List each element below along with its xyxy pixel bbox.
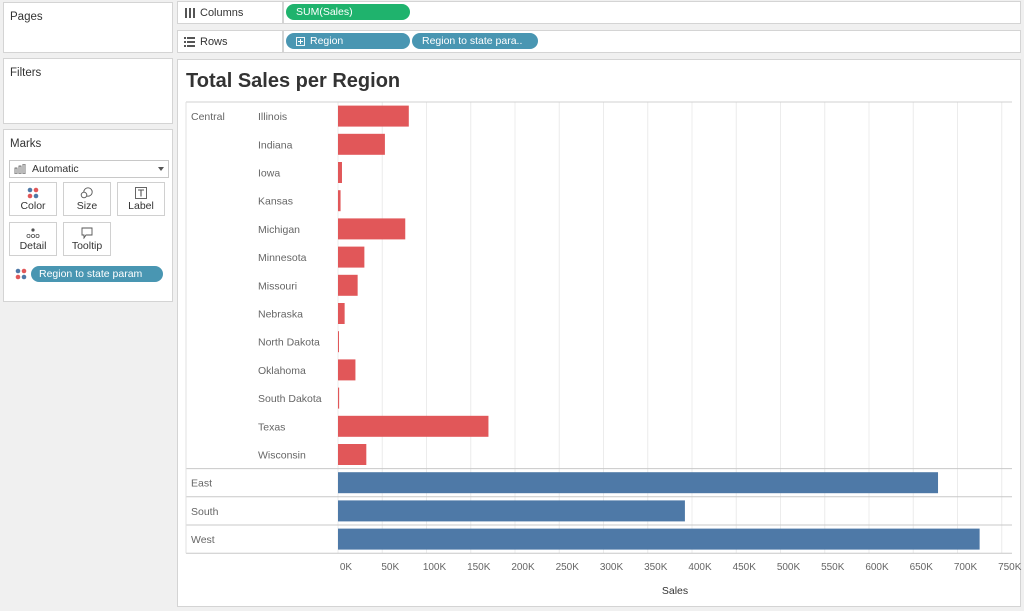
axis-tick-label: 700K <box>954 562 978 573</box>
state-label: Michigan <box>258 224 300 236</box>
axis-tick-label: 650K <box>910 562 934 573</box>
state-label: Nebraska <box>258 309 303 321</box>
bar[interactable] <box>338 190 341 212</box>
chevron-down-icon <box>158 167 164 171</box>
color-encoding-icon <box>15 268 27 280</box>
tooltip-icon <box>81 227 93 239</box>
detail-icon <box>26 228 40 239</box>
axis-tick-label: 100K <box>423 562 447 573</box>
bar[interactable] <box>338 331 339 353</box>
axis-tick-label: 550K <box>821 562 845 573</box>
columns-shelf-header: Columns <box>177 1 283 24</box>
bar[interactable] <box>338 218 406 240</box>
x-axis-title: Sales <box>662 585 688 597</box>
state-label: North Dakota <box>258 337 320 349</box>
rows-label: Rows <box>200 36 228 48</box>
axis-tick-label: 350K <box>644 562 668 573</box>
region-pill-label: Region <box>310 35 344 47</box>
mark-type-value: Automatic <box>32 163 79 175</box>
bar[interactable] <box>338 246 365 268</box>
axis-tick-label: 0K <box>340 562 353 573</box>
bar[interactable] <box>338 162 342 183</box>
axis-tick-label: 600K <box>865 562 889 573</box>
axis-tick-label: 400K <box>688 562 712 573</box>
sum-sales-pill[interactable]: SUM(Sales) <box>286 4 410 20</box>
mark-type-dropdown[interactable]: Automatic <box>9 160 169 178</box>
bar-chart-icon <box>14 164 26 174</box>
region-to-state-pill[interactable]: Region to state para.. <box>412 33 538 49</box>
size-button[interactable]: Size <box>63 182 111 216</box>
bar[interactable] <box>338 415 489 437</box>
size-icon <box>80 187 93 199</box>
axis-tick-label: 250K <box>556 562 580 573</box>
state-label: Missouri <box>258 280 297 292</box>
pages-shelf[interactable]: Pages <box>3 2 173 53</box>
rows-icon <box>184 37 195 47</box>
color-button[interactable]: Color <box>9 182 57 216</box>
region-pill[interactable]: Region <box>286 33 410 49</box>
bar[interactable] <box>338 303 345 324</box>
detail-button[interactable]: Detail <box>9 222 57 256</box>
sum-sales-label: SUM(Sales) <box>296 6 353 18</box>
state-label: Indiana <box>258 139 293 151</box>
axis-tick-label: 50K <box>381 562 399 573</box>
color-field-pill[interactable]: Region to state param <box>31 266 163 282</box>
color-field-label: Region to state param <box>39 268 143 280</box>
axis-tick-label: 300K <box>600 562 624 573</box>
state-label: Illinois <box>258 111 287 123</box>
axis-tick-label: 200K <box>511 562 535 573</box>
state-label: Minnesota <box>258 252 307 264</box>
bar[interactable] <box>338 274 358 296</box>
axis-tick-label: 450K <box>733 562 757 573</box>
bar[interactable] <box>338 472 939 494</box>
bar[interactable] <box>338 105 409 127</box>
color-label: Color <box>20 200 46 212</box>
bar[interactable] <box>338 387 340 409</box>
state-label: South Dakota <box>258 393 322 405</box>
chart-title: Total Sales per Region <box>186 70 401 92</box>
axis-tick-label: 500K <box>777 562 801 573</box>
state-label: Wisconsin <box>258 450 306 462</box>
region-label: East <box>191 478 212 490</box>
tooltip-label: Tooltip <box>71 240 103 252</box>
region-label: South <box>191 506 219 518</box>
region-label: Central <box>191 111 225 123</box>
bar[interactable] <box>338 500 685 522</box>
rows-shelf[interactable]: Region Region to state para.. <box>283 30 1021 53</box>
label-button[interactable]: Label <box>117 182 165 216</box>
axis-tick-label: 150K <box>467 562 491 573</box>
size-label: Size <box>76 200 98 212</box>
label-icon <box>135 187 147 199</box>
marks-card: Marks Automatic Color Size Label <box>3 129 173 302</box>
state-label: Iowa <box>258 168 280 180</box>
label-label: Label <box>128 200 154 212</box>
state-label: Texas <box>258 421 285 433</box>
columns-icon <box>185 8 195 18</box>
columns-shelf[interactable]: SUM(Sales) <box>283 1 1021 24</box>
state-label: Kansas <box>258 196 293 208</box>
pages-title: Pages <box>10 11 43 23</box>
marks-title: Marks <box>10 138 42 150</box>
state-label: Oklahoma <box>258 365 306 377</box>
region-label: West <box>191 534 215 546</box>
bar[interactable] <box>338 528 980 550</box>
filters-shelf[interactable]: Filters <box>3 58 173 124</box>
filters-title: Filters <box>10 67 42 79</box>
detail-label: Detail <box>19 240 47 252</box>
axis-tick-label: 750K <box>998 562 1022 573</box>
bar[interactable] <box>338 444 367 465</box>
columns-label: Columns <box>200 7 244 19</box>
expand-icon[interactable] <box>296 37 305 46</box>
color-dots-icon <box>27 187 39 199</box>
bar[interactable] <box>338 359 356 381</box>
bar[interactable] <box>338 133 385 155</box>
region-to-state-pill-label: Region to state para.. <box>422 35 523 47</box>
rows-shelf-header: Rows <box>177 30 283 53</box>
tooltip-button[interactable]: Tooltip <box>63 222 111 256</box>
